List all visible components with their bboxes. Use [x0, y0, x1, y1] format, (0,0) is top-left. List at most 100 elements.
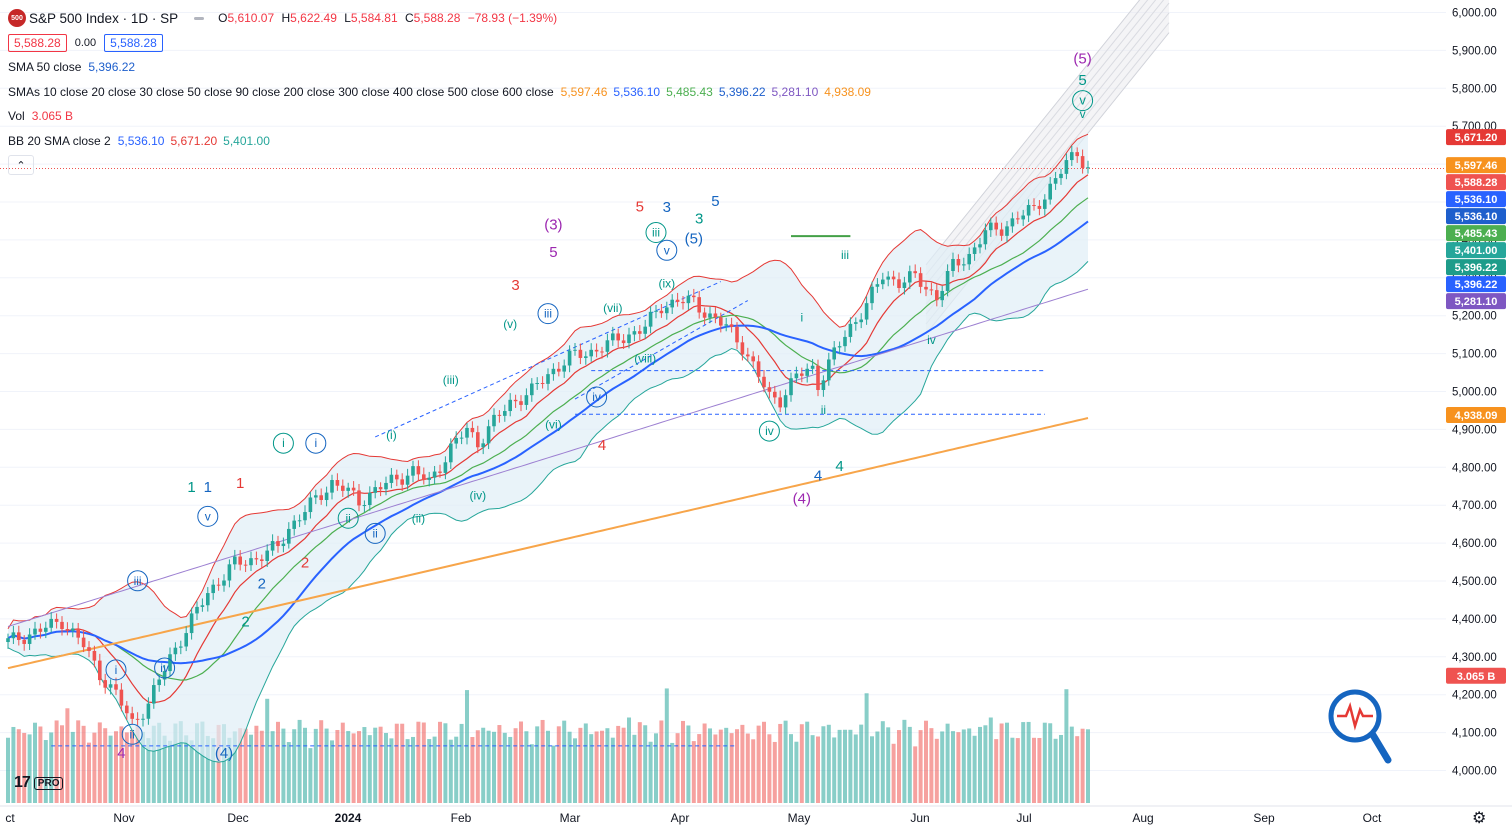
indicator-sma50[interactable]: SMA 50 close 5,396.22: [8, 60, 136, 75]
volume-bar: [697, 734, 702, 803]
volume-bar: [70, 731, 75, 803]
candle-body: [924, 286, 928, 290]
volume-bar: [535, 726, 540, 803]
ohlc: O5,610.07 H5,622.49 L5,584.81 C5,588.28 …: [218, 11, 558, 26]
candle-body: [535, 383, 539, 385]
candle-body: [422, 474, 426, 480]
volume-bar: [983, 725, 988, 803]
volume-bar: [999, 723, 1004, 803]
volume-bar: [6, 737, 10, 803]
price-label-badge: [1446, 191, 1506, 208]
price-label-text: 4,938.09: [1455, 410, 1498, 422]
volume-bar: [276, 721, 280, 803]
volume-bar: [708, 728, 712, 803]
candle-body: [125, 705, 129, 714]
indicator-bb[interactable]: BB 20 SMA close 2 5,536.10 5,671.20 5,40…: [8, 133, 270, 148]
volume-bar: [880, 721, 885, 803]
volume-bar: [789, 734, 793, 803]
candle-body: [713, 313, 718, 318]
candle-body: [854, 322, 858, 324]
volume-bar: [967, 728, 972, 803]
volume-bar: [745, 733, 750, 803]
candle-body: [249, 558, 253, 566]
candle-body: [243, 564, 248, 566]
buy-button[interactable]: 5,588.28: [104, 33, 163, 52]
volume-bar: [1042, 722, 1047, 803]
price-tick: 4,000.00: [1452, 766, 1497, 778]
candle-body: [119, 689, 124, 706]
volume-bar: [1015, 738, 1020, 803]
volume-bar: [195, 723, 199, 803]
candle-body: [891, 276, 896, 280]
volume-bar: [686, 725, 691, 803]
candle-body: [189, 613, 194, 634]
price-label-badge: [1446, 667, 1506, 684]
volume-bar: [400, 723, 405, 803]
candle-body: [33, 628, 37, 635]
indicator-smas[interactable]: SMAs 10 close 20 close 30 close 50 close…: [8, 84, 871, 99]
candle-body: [729, 324, 734, 327]
candle-body: [330, 480, 334, 493]
time-tick: Jul: [1016, 811, 1031, 825]
time-tick: Apr: [671, 811, 690, 825]
sell-button[interactable]: 5,588.28: [8, 33, 67, 52]
volume-bar: [427, 739, 432, 803]
candle-body: [584, 356, 588, 358]
moving-averages: [7, 174, 1089, 704]
volume-bar: [735, 729, 739, 803]
volume-bar: [600, 730, 604, 803]
candle-body: [681, 301, 685, 304]
time-tick: ct: [5, 811, 15, 825]
volume-bar: [1032, 737, 1036, 803]
settings-gear-icon[interactable]: ⚙: [1472, 810, 1487, 827]
price-label-text: 5,536.10: [1455, 194, 1498, 206]
price-label-text: 5,396.22: [1455, 279, 1498, 291]
candle-body: [756, 361, 761, 377]
wave-label: 3: [511, 277, 519, 294]
candle-body: [476, 432, 480, 448]
volume-bar: [567, 731, 572, 803]
volume-bar: [475, 730, 480, 803]
candle-body: [373, 487, 377, 493]
volume-bar: [141, 731, 145, 803]
price-label-badge: [1446, 242, 1506, 259]
candle-body: [665, 307, 669, 314]
volume-bar: [319, 720, 324, 803]
symbol-title[interactable]: S&P 500 Index · 1D · SP: [29, 10, 179, 26]
volume-bar: [816, 736, 820, 803]
volume-bar: [578, 727, 583, 803]
wave-label: ii: [373, 526, 378, 540]
volume-bar: [859, 724, 864, 803]
candle-body: [141, 718, 145, 720]
volume-bar: [794, 741, 799, 803]
candle-body: [594, 349, 599, 352]
magnifier-watermark-icon: [1328, 689, 1392, 764]
wave-label: iii: [134, 574, 142, 588]
wave-label-circle: [645, 221, 667, 243]
volume-bar: [1037, 737, 1042, 803]
volume-bar: [627, 717, 631, 803]
indicator-vol[interactable]: Vol 3.065 B: [8, 109, 74, 124]
wave-label: (5): [685, 231, 703, 248]
wave-label: 1: [187, 479, 195, 496]
volume-bar: [184, 735, 189, 803]
volume-bar: [97, 722, 102, 803]
wave-label: v: [1079, 93, 1086, 108]
candle-body: [324, 492, 329, 501]
volume-bar: [870, 736, 874, 803]
volume-bar: [907, 726, 912, 803]
volume-bar: [151, 725, 156, 803]
candle-body: [211, 584, 215, 594]
candle-body: [810, 365, 815, 369]
candle-body: [578, 349, 583, 358]
volume-bar: [772, 741, 777, 803]
candle-body: [605, 340, 610, 352]
candle-body: [562, 365, 566, 372]
wave-label: 1: [236, 475, 244, 492]
candle-body: [378, 487, 383, 490]
volume-bar: [189, 740, 194, 803]
candle-body: [600, 351, 604, 353]
volume-bar: [978, 726, 982, 803]
collapse-chevron-icon[interactable]: ⌃: [8, 155, 34, 176]
